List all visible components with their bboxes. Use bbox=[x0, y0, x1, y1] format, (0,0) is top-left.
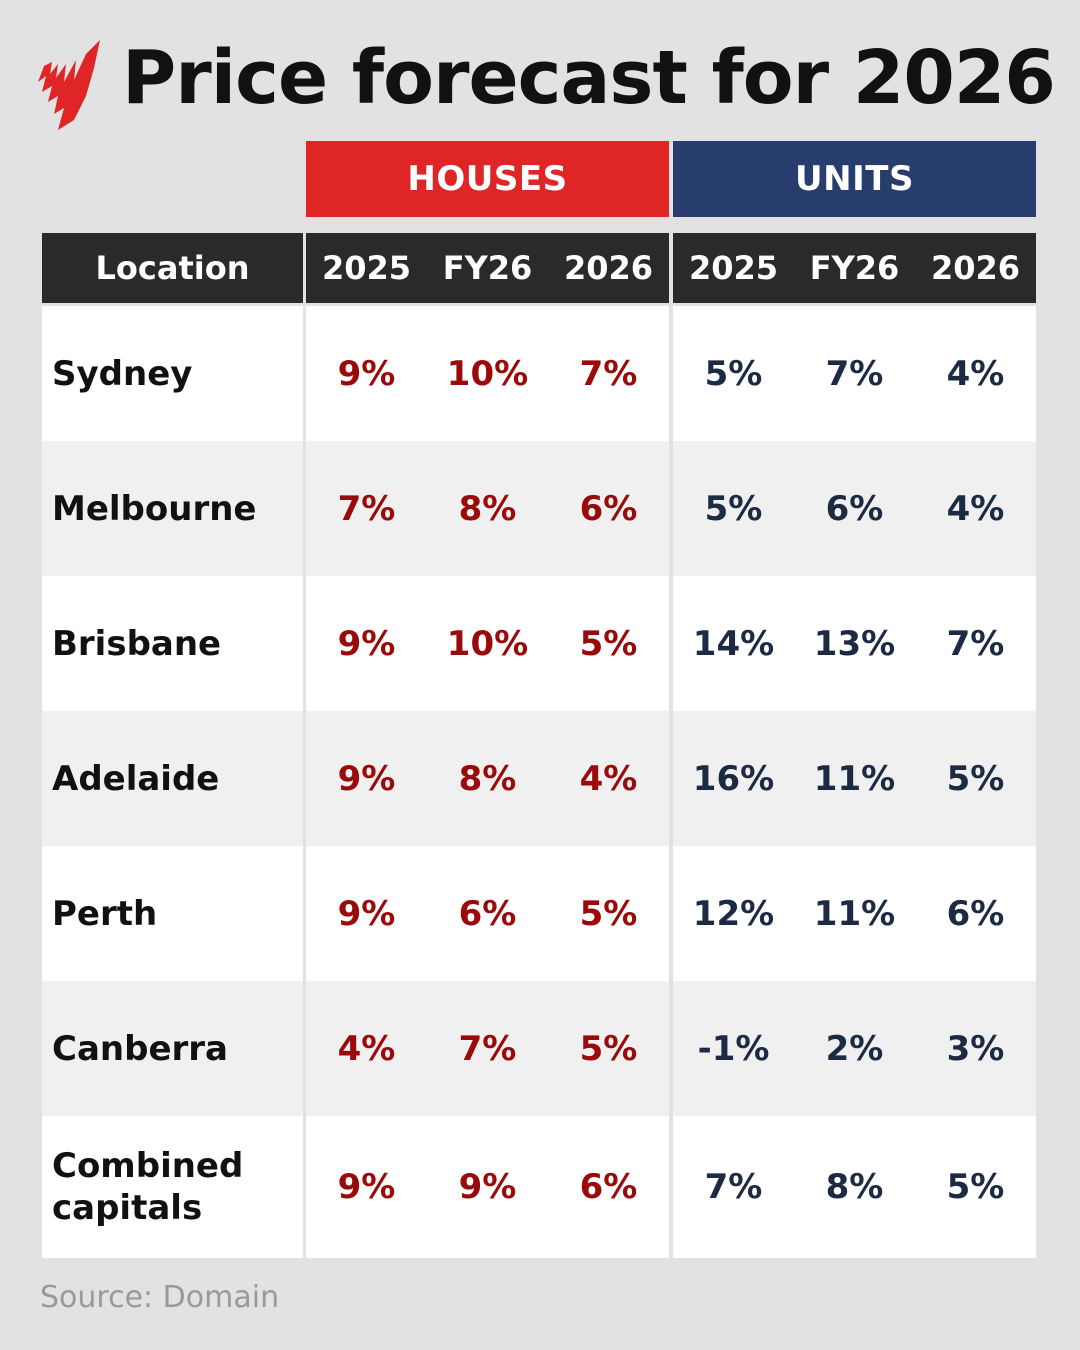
location-cell: Adelaide bbox=[42, 711, 303, 846]
location-cell: Perth bbox=[42, 846, 303, 981]
value-cell: 5% bbox=[579, 1028, 638, 1069]
houses-cells: 4% 7% 5% bbox=[306, 981, 669, 1116]
value-cell: 4% bbox=[579, 758, 638, 799]
units-cells: 16% 11% 5% bbox=[673, 711, 1036, 846]
sbs-logo-icon bbox=[38, 40, 100, 130]
units-cells: -1% 2% 3% bbox=[673, 981, 1036, 1116]
table-row-canberra: Canberra 4% 7% 5% -1% 2% 3% bbox=[42, 981, 1036, 1116]
value-cell: 7% bbox=[458, 1028, 517, 1069]
houses-fy26-header: FY26 bbox=[442, 249, 533, 287]
source-note: Source: Domain bbox=[40, 1280, 280, 1315]
location-cell: Melbourne bbox=[42, 441, 303, 576]
value-cell: 9% bbox=[337, 758, 396, 799]
houses-2025-header: 2025 bbox=[321, 249, 412, 287]
value-cell: 16% bbox=[692, 758, 775, 799]
value-cell: 7% bbox=[337, 488, 396, 529]
houses-cells: 7% 8% 6% bbox=[306, 441, 669, 576]
column-header-row: Location 2025 FY26 2026 2025 FY26 2026 bbox=[42, 233, 1036, 303]
value-cell: 7% bbox=[825, 353, 884, 394]
value-cell: 12% bbox=[692, 893, 775, 934]
value-cell: 5% bbox=[579, 893, 638, 934]
houses-group-header: HOUSES bbox=[306, 141, 669, 217]
houses-2026-header: 2026 bbox=[563, 249, 654, 287]
units-cells: 5% 7% 4% bbox=[673, 306, 1036, 441]
table-row-combined-capitals: Combined capitals 9% 9% 6% 7% 8% 5% bbox=[42, 1116, 1036, 1258]
table-row-adelaide: Adelaide 9% 8% 4% 16% 11% 5% bbox=[42, 711, 1036, 846]
units-column-headers: 2025 FY26 2026 bbox=[673, 233, 1036, 303]
value-cell: 9% bbox=[337, 893, 396, 934]
location-column-header: Location bbox=[42, 233, 303, 303]
value-cell: 8% bbox=[825, 1167, 884, 1207]
houses-column-headers: 2025 FY26 2026 bbox=[306, 233, 669, 303]
value-cell: 13% bbox=[813, 623, 896, 664]
page-title: Price forecast for 2026 bbox=[122, 35, 1056, 121]
value-cell: 8% bbox=[458, 488, 517, 529]
units-2025-header: 2025 bbox=[688, 249, 779, 287]
value-cell: 10% bbox=[446, 623, 529, 664]
value-cell: 10% bbox=[446, 353, 529, 394]
value-cell: 6% bbox=[825, 488, 884, 529]
value-cell: 6% bbox=[946, 893, 1005, 934]
value-cell: 6% bbox=[579, 488, 638, 529]
value-cell: 14% bbox=[692, 623, 775, 664]
value-cell: 9% bbox=[337, 623, 396, 664]
value-cell: 7% bbox=[946, 623, 1005, 664]
location-cell: Brisbane bbox=[42, 576, 303, 711]
location-cell: Combined capitals bbox=[42, 1116, 303, 1258]
units-cells: 14% 13% 7% bbox=[673, 576, 1036, 711]
value-cell: 11% bbox=[813, 758, 896, 799]
units-cells: 12% 11% 6% bbox=[673, 846, 1036, 981]
units-cells: 7% 8% 5% bbox=[673, 1116, 1036, 1258]
value-cell: -1% bbox=[697, 1028, 770, 1069]
value-cell: 4% bbox=[946, 488, 1005, 529]
houses-cells: 9% 10% 5% bbox=[306, 576, 669, 711]
table-row-melbourne: Melbourne 7% 8% 6% 5% 6% 4% bbox=[42, 441, 1036, 576]
houses-cells: 9% 10% 7% bbox=[306, 306, 669, 441]
forecast-table: Location 2025 FY26 2026 2025 FY26 2026 S… bbox=[42, 233, 1036, 1258]
value-cell: 5% bbox=[579, 623, 638, 664]
table-row-perth: Perth 9% 6% 5% 12% 11% 6% bbox=[42, 846, 1036, 981]
units-2026-header: 2026 bbox=[930, 249, 1021, 287]
units-group-header: UNITS bbox=[673, 141, 1036, 217]
location-cell: Sydney bbox=[42, 306, 303, 441]
units-cells: 5% 6% 4% bbox=[673, 441, 1036, 576]
units-fy26-header: FY26 bbox=[809, 249, 900, 287]
value-cell: 6% bbox=[458, 893, 517, 934]
value-cell: 4% bbox=[337, 1028, 396, 1069]
table-row-brisbane: Brisbane 9% 10% 5% 14% 13% 7% bbox=[42, 576, 1036, 711]
value-cell: 2% bbox=[825, 1028, 884, 1069]
value-cell: 9% bbox=[337, 1167, 396, 1207]
value-cell: 7% bbox=[704, 1167, 763, 1207]
value-cell: 8% bbox=[458, 758, 517, 799]
value-cell: 7% bbox=[579, 353, 638, 394]
value-cell: 5% bbox=[704, 488, 763, 529]
table-row-sydney: Sydney 9% 10% 7% 5% 7% 4% bbox=[42, 306, 1036, 441]
value-cell: 3% bbox=[946, 1028, 1005, 1069]
value-cell: 5% bbox=[946, 758, 1005, 799]
value-cell: 9% bbox=[337, 353, 396, 394]
houses-cells: 9% 9% 6% bbox=[306, 1116, 669, 1258]
value-cell: 6% bbox=[579, 1167, 638, 1207]
value-cell: 9% bbox=[458, 1167, 517, 1207]
houses-cells: 9% 8% 4% bbox=[306, 711, 669, 846]
value-cell: 11% bbox=[813, 893, 896, 934]
houses-cells: 9% 6% 5% bbox=[306, 846, 669, 981]
value-cell: 5% bbox=[704, 353, 763, 394]
location-cell: Canberra bbox=[42, 981, 303, 1116]
value-cell: 5% bbox=[946, 1167, 1005, 1207]
value-cell: 4% bbox=[946, 353, 1005, 394]
